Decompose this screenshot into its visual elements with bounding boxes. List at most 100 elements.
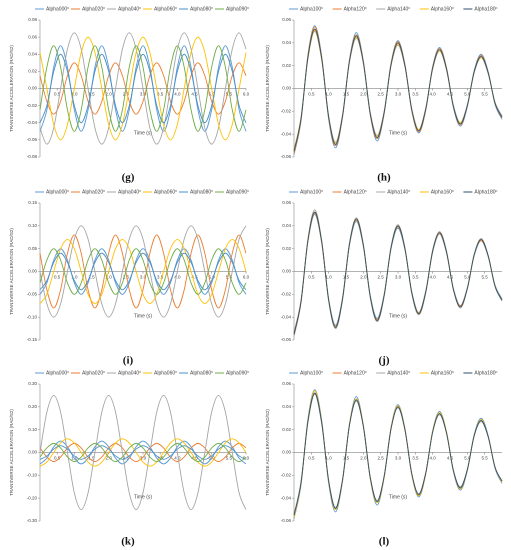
y-tick-label: -0.04 [281, 131, 292, 136]
x-tick-label: 4.5 [191, 275, 198, 280]
x-tick-label: 0.5 [308, 92, 315, 97]
x-tick-label: 2.0 [360, 456, 367, 461]
y-tick-label: -0.06 [27, 137, 38, 142]
x-tick-label: 5.5 [482, 456, 489, 461]
x-tick-label: 6.0 [243, 92, 250, 97]
legend-label: Alpha100º [300, 189, 323, 195]
x-tick-label: 6.0 [243, 275, 250, 280]
legend-label: Alpha060º [154, 370, 177, 376]
series-line [39, 225, 247, 318]
x-tick-label: 5.0 [464, 456, 471, 461]
x-tick-label: 4.5 [447, 275, 454, 280]
y-tick-label: -0.15 [27, 337, 38, 342]
y-tick-label: 0.05 [28, 246, 37, 251]
x-tick-label: 5.0 [209, 92, 216, 97]
x-tick-label: 0.5 [308, 275, 315, 280]
series-line [39, 442, 247, 463]
x-tick-label: 1.5 [88, 275, 95, 280]
x-tick-label: 1.0 [71, 92, 78, 97]
series-line [39, 45, 247, 132]
y-tick-label: 0.00 [28, 269, 37, 274]
y-tick-label: 0.30 [28, 381, 37, 386]
y-axis-title: TRANSVERSE ACCELERATION (RAD/S2) [9, 228, 14, 315]
y-tick-label: 0.06 [282, 200, 291, 205]
x-tick-label: 3.0 [395, 92, 402, 97]
x-tick-label: 5.5 [226, 92, 233, 97]
y-tick-label: 0.00 [282, 86, 291, 91]
x-tick-label: 5.5 [482, 275, 489, 280]
legend-label: Alpha040º [118, 6, 141, 12]
legend-label: Alpha100º [300, 6, 323, 12]
legend-label: Alpha090º [226, 189, 249, 195]
series-line [39, 239, 247, 304]
y-tick-label: -0.05 [27, 292, 38, 297]
legend-label: Alpha140º [387, 189, 410, 195]
legend-label: Alpha120º [344, 189, 367, 195]
legend-label: Alpha140º [387, 6, 410, 12]
legend-label: Alpha160º [431, 189, 454, 195]
y-tick-label: -0.06 [281, 154, 292, 159]
y-tick-label: 0.10 [28, 223, 37, 228]
panel-caption: (j) [379, 355, 390, 367]
x-tick-label: 3.5 [157, 92, 164, 97]
x-tick-label: 1.0 [71, 275, 78, 280]
x-tick-label: 4.0 [430, 275, 437, 280]
legend-label: Alpha140º [387, 370, 410, 376]
y-tick-label: -0.02 [27, 103, 38, 108]
series-line [39, 53, 247, 124]
legend-label: Alpha020º [82, 189, 105, 195]
x-tick-label: 2.5 [123, 92, 130, 97]
series-line [293, 392, 503, 516]
x-tick-label: 2.0 [106, 275, 113, 280]
series-line [39, 440, 247, 465]
x-tick-label: 4.5 [447, 456, 454, 461]
x-tick-label: 4.0 [430, 92, 437, 97]
x-tick-label: 3.0 [140, 275, 147, 280]
x-tick-label: 4.0 [430, 456, 437, 461]
x-tick-label: 1.0 [326, 92, 333, 97]
x-tick-label: 5.5 [226, 456, 233, 461]
x-tick-label: 1.5 [88, 456, 95, 461]
y-tick-label: -0.04 [281, 495, 292, 500]
series-line [39, 32, 247, 145]
legend-label: Alpha060º [154, 189, 177, 195]
x-tick-label: 1.5 [88, 92, 95, 97]
y-tick-label: -0.06 [281, 337, 292, 342]
x-tick-label: 2.5 [378, 275, 385, 280]
x-axis-title: Time (s) [134, 313, 152, 319]
y-tick-label: -0.10 [27, 314, 38, 319]
x-tick-label: 1.5 [343, 92, 350, 97]
x-tick-label: 1.0 [326, 275, 333, 280]
series-line [39, 394, 247, 511]
legend-label: Alpha120º [344, 370, 367, 376]
x-tick-label: 5.0 [209, 275, 216, 280]
x-tick-label: 2.0 [106, 92, 113, 97]
x-tick-label: 0.5 [54, 456, 61, 461]
x-tick-label: 6.0 [243, 456, 250, 461]
x-tick-label: 3.5 [412, 456, 419, 461]
legend-label: Alpha000º [46, 370, 69, 376]
panel-caption: (g) [122, 172, 135, 184]
x-tick-label: 3.0 [395, 275, 402, 280]
y-tick-label: 0.06 [28, 34, 37, 39]
x-axis-title: Time (s) [389, 313, 407, 319]
x-tick-label: 0.5 [54, 92, 61, 97]
x-axis-title: Time (s) [389, 494, 407, 500]
y-tick-label: -0.30 [27, 518, 38, 523]
legend-label: Alpha160º [431, 6, 454, 12]
x-tick-label: 5.5 [226, 275, 233, 280]
panel-caption: (l) [379, 536, 390, 548]
y-tick-label: -0.06 [281, 518, 292, 523]
x-tick-label: 0.5 [54, 275, 61, 280]
legend-label: Alpha020º [82, 6, 105, 12]
y-tick-label: 0.04 [282, 404, 291, 409]
y-tick-label: -0.02 [281, 292, 292, 297]
y-tick-label: 0.20 [28, 404, 37, 409]
series-line [39, 445, 247, 460]
x-tick-label: 4.5 [447, 92, 454, 97]
x-tick-label: 2.0 [360, 92, 367, 97]
legend-label: Alpha000º [46, 6, 69, 12]
y-axis-title: TRANSVERSE ACCELERATION (RAD/S2) [265, 45, 270, 132]
x-tick-label: 5.0 [464, 275, 471, 280]
